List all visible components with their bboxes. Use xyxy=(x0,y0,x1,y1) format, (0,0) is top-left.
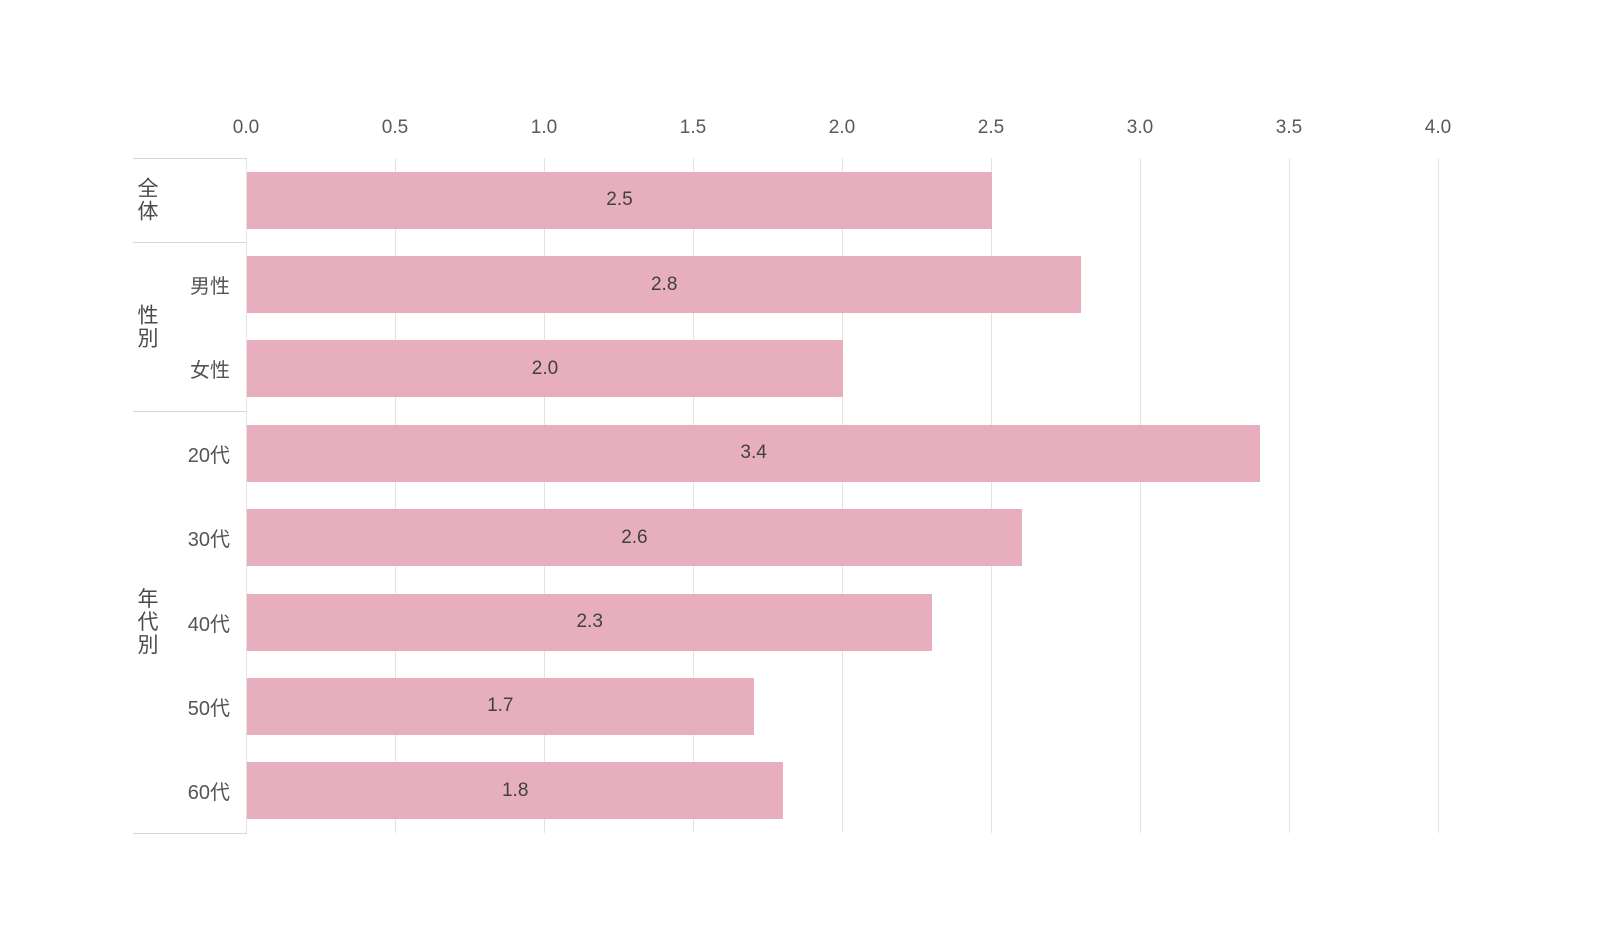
bar-value-label: 1.8 xyxy=(501,779,529,801)
group-divider xyxy=(133,411,247,413)
x-tick-label: 1.0 xyxy=(530,117,558,138)
group-divider xyxy=(133,242,247,244)
x-tick-label: 4.0 xyxy=(1424,117,1452,138)
gridline xyxy=(395,158,396,833)
category-label: 40代 xyxy=(187,613,230,636)
bar-value-label: 3.4 xyxy=(740,442,767,464)
bar: 2.0 xyxy=(247,340,843,398)
bar: 1.7 xyxy=(247,677,754,735)
category-label: 60代 xyxy=(187,782,230,805)
bar-value-label: 2.6 xyxy=(621,526,648,548)
bar: 3.4 xyxy=(247,424,1261,482)
group-divider xyxy=(133,833,247,834)
gridline xyxy=(693,158,694,833)
x-tick-label: 2.5 xyxy=(977,117,1005,138)
bar: 2.5 xyxy=(247,171,992,229)
gridline xyxy=(246,158,247,833)
gridline xyxy=(1289,158,1290,833)
category-label: 女性 xyxy=(190,360,230,383)
bar-value-label: 2.0 xyxy=(531,357,559,379)
gridline xyxy=(842,158,843,833)
group-label: 性別 xyxy=(135,303,158,350)
bar: 2.8 xyxy=(247,256,1082,314)
gridline xyxy=(1438,158,1439,833)
category-label: 50代 xyxy=(187,697,230,720)
gridline xyxy=(1140,158,1141,833)
bar: 2.3 xyxy=(247,593,933,651)
bar: 2.6 xyxy=(247,509,1022,567)
bar: 1.8 xyxy=(247,762,784,820)
bar-value-label: 2.8 xyxy=(650,273,678,295)
category-label: 20代 xyxy=(187,444,230,467)
bar-value-label: 1.7 xyxy=(487,695,514,717)
x-tick-label: 1.5 xyxy=(679,117,707,138)
group-label: 年代別 xyxy=(135,587,158,657)
category-label: 30代 xyxy=(187,529,230,552)
group-divider xyxy=(133,158,247,159)
gridline xyxy=(544,158,545,833)
x-tick-label: 2.0 xyxy=(828,117,856,138)
x-tick-label: 0.5 xyxy=(381,117,409,138)
x-tick-label: 0.0 xyxy=(232,117,260,138)
gridline xyxy=(991,158,992,833)
x-tick-label: 3.5 xyxy=(1275,117,1303,138)
group-label: 全体 xyxy=(135,177,158,224)
x-tick-label: 3.0 xyxy=(1126,117,1154,138)
bar-value-label: 2.5 xyxy=(606,189,633,211)
bar-value-label: 2.3 xyxy=(576,611,603,633)
category-label: 男性 xyxy=(190,276,230,299)
